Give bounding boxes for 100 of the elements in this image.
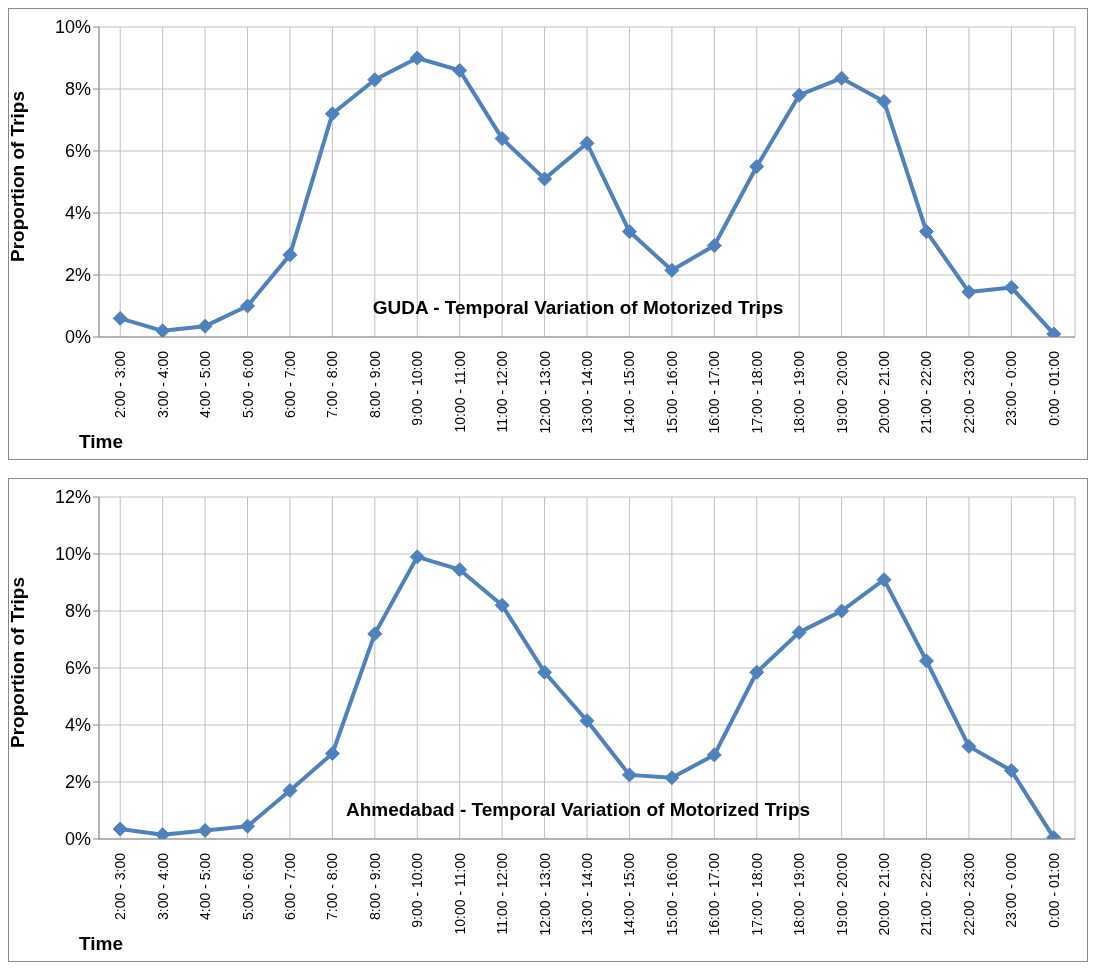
x-tick-label: 2:00 - 3:00 [112,852,129,920]
x-tick-label: 0:00 - 01:00 [1045,852,1062,928]
point [1003,763,1019,779]
x-tick-label: 0:00 - 01:00 [1045,350,1062,426]
y-tick-label: 0% [64,327,91,348]
x-tick-label: 7:00 - 8:00 [324,350,341,418]
point [537,664,553,680]
point [664,770,680,786]
point [791,87,807,103]
x-tick-label: 11:00 - 12:00 [494,852,511,935]
x-tick-label: 16:00 - 17:00 [706,852,723,936]
point [961,284,977,300]
point [706,238,722,254]
point [918,653,934,669]
x-tick-label: 6:00 - 7:00 [281,852,298,920]
point [579,713,595,729]
x-tick-label: 5:00 - 6:00 [239,852,256,920]
x-tick-label: 6:00 - 7:00 [281,350,298,418]
point [409,549,425,565]
point [324,746,340,761]
x-tick-label: 13:00 - 14:00 [579,350,595,434]
x-tick-label: 11:00 - 12:00 [494,350,511,433]
y-tick-label: 6% [64,141,91,162]
point [112,310,128,326]
x-tick-label: 4:00 - 5:00 [197,852,214,920]
x-tick-label: 9:00 - 10:00 [409,852,426,928]
point [155,323,171,337]
point [791,624,807,640]
x-tick-label: 23:00 - 0:00 [1003,852,1020,928]
x-tick-label: 21:00 - 22:00 [918,350,935,434]
x-tick-label: 17:00 - 18:00 [748,852,765,936]
point [918,224,934,240]
x-tick-label: 15:00 - 16:00 [663,350,680,434]
x-tick-label: 20:00 - 21:00 [876,852,893,936]
point [240,298,256,314]
point [494,131,510,147]
x-tick-label: 2:00 - 3:00 [112,350,129,418]
x-tick-label: 10:00 - 11:00 [451,852,468,935]
y-axis-title: Proportion of Trips [6,577,28,748]
point [367,72,383,88]
point [621,224,637,240]
y-tick-label: 10% [54,17,91,38]
x-tick-label: 8:00 - 9:00 [366,350,383,418]
text: GUDA - Temporal Variation of Motorized Trips [371,297,785,319]
x-tick-label: 12:00 - 13:00 [536,852,553,936]
point [876,572,892,588]
y-tick-label: 0% [64,829,91,850]
point [749,159,765,174]
x-axis-title: Time [79,431,124,453]
y-tick-label: 10% [54,544,91,565]
x-tick-label: 13:00 - 14:00 [579,852,595,936]
point [664,262,680,278]
point [282,783,298,799]
point [621,767,637,783]
point [112,821,128,837]
x-tick-label: 16:00 - 17:00 [706,350,723,434]
x-tick-label: 4:00 - 5:00 [197,350,214,418]
text: Ahmedabad - Temporal Variation of Motorized Trips [344,799,812,821]
point [240,818,256,834]
x-tick-label: 9:00 - 10:00 [409,350,426,426]
y-tick-label: 8% [64,79,91,100]
y-tick-label: 2% [64,772,91,793]
x-tick-label: 17:00 - 18:00 [748,350,765,434]
x-tick-label: 14:00 - 15:00 [621,852,638,936]
point [749,664,765,680]
point [876,93,892,109]
x-tick-label: 3:00 - 4:00 [154,852,171,920]
point [197,822,213,838]
point [409,50,425,66]
point [834,70,850,86]
x-tick-label: 19:00 - 20:00 [833,350,850,434]
y-tick-label: 12% [54,487,91,508]
point [155,827,171,839]
y-tick-label: 8% [64,601,91,622]
x-tick-label: 19:00 - 20:00 [833,852,850,936]
x-tick-label: 20:00 - 21:00 [876,350,893,434]
point [282,247,298,263]
point [579,135,595,151]
y-tick-label: 4% [64,203,91,224]
x-tick-label: 23:00 - 0:00 [1003,350,1020,426]
x-tick-label: 7:00 - 8:00 [324,852,341,920]
point [961,738,977,754]
y-tick-label: 6% [64,658,91,679]
x-tick-label: 3:00 - 4:00 [154,350,171,418]
point [537,171,553,187]
point [452,562,468,578]
point [706,747,722,763]
x-tick-label: 8:00 - 9:00 [366,852,383,920]
x-tick-label: 22:00 - 23:00 [960,852,977,936]
y-axis-title: Proportion of Trips [6,91,28,262]
point [197,318,213,334]
x-tick-label: 21:00 - 22:00 [918,852,935,936]
x-tick-label: 18:00 - 19:00 [791,350,808,434]
point [452,62,468,78]
point [324,106,340,122]
x-tick-label: 10:00 - 11:00 [451,350,468,433]
point [494,597,510,613]
point [367,626,383,642]
x-tick-label: 12:00 - 13:00 [536,350,553,434]
x-tick-label: 22:00 - 23:00 [960,350,977,434]
